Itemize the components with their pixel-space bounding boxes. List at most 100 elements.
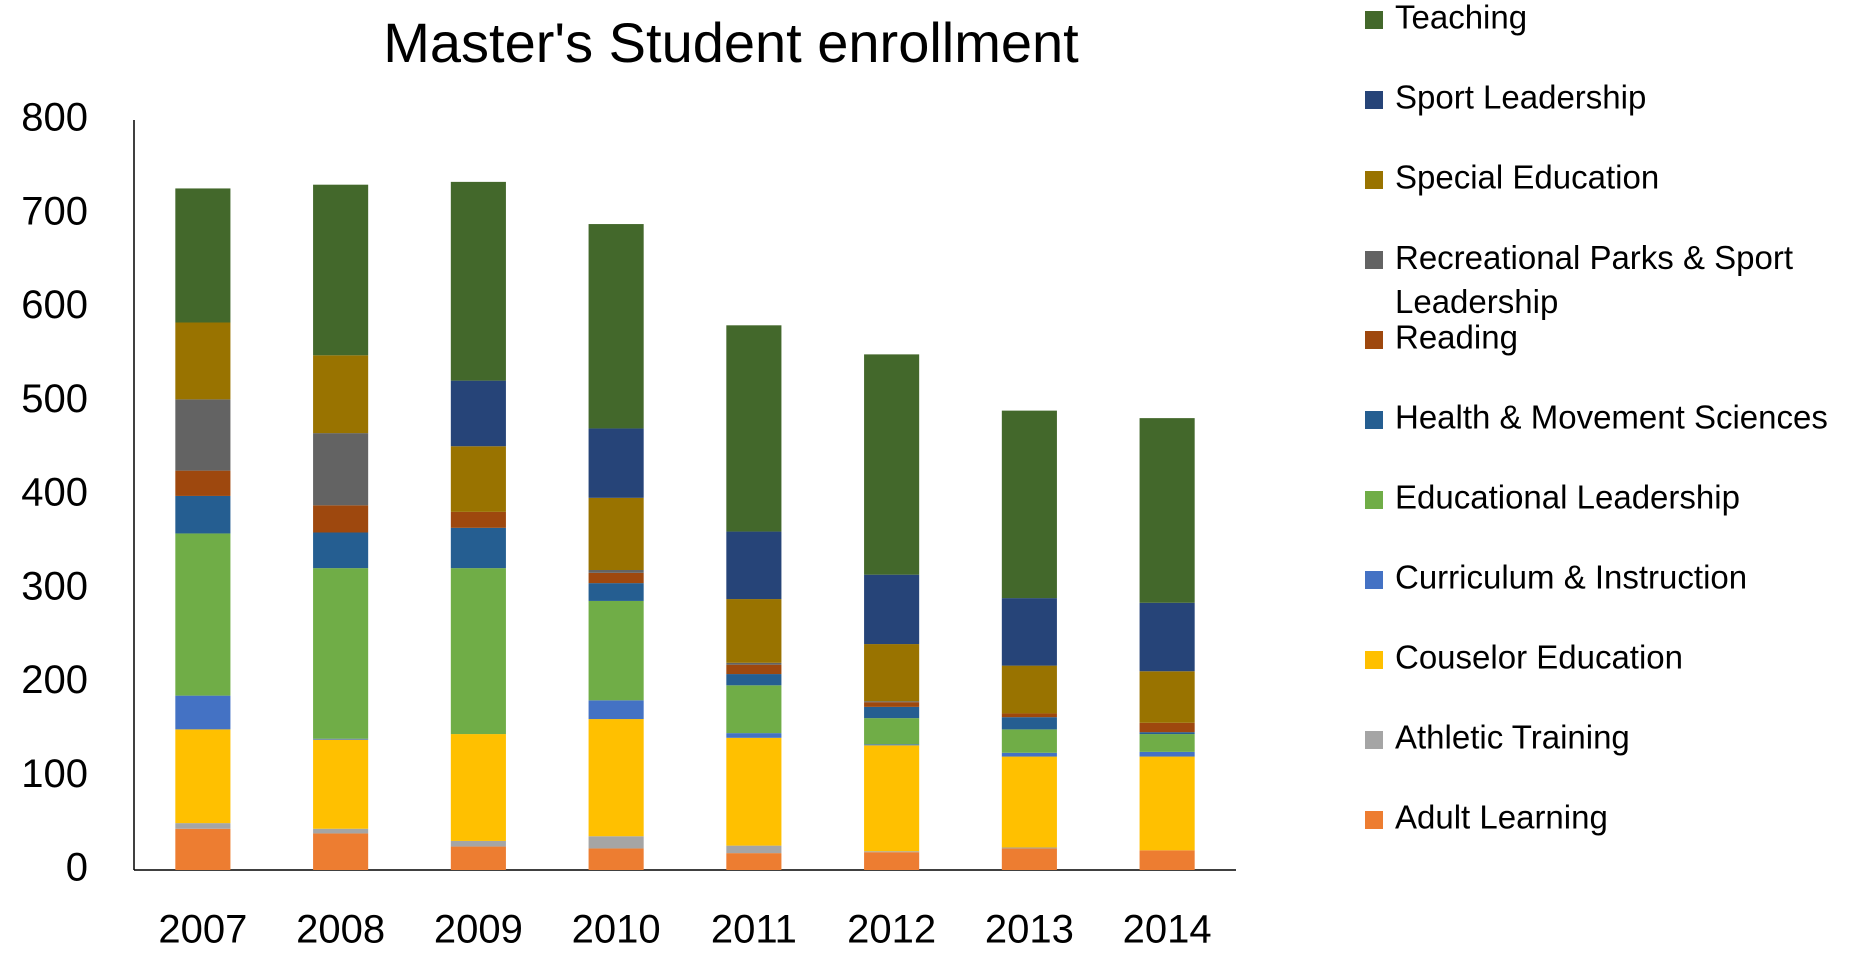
bar-segment <box>864 354 920 575</box>
bar-segment <box>450 734 506 841</box>
legend-label: Teaching <box>1395 0 1527 36</box>
bar-segment <box>726 674 782 686</box>
y-tick-label: 400 <box>21 471 88 515</box>
legend-label: Sport Leadership <box>1395 79 1646 116</box>
legend-swatch <box>1365 651 1383 669</box>
bar-segment <box>450 511 506 528</box>
x-tick-label: 2011 <box>711 908 797 952</box>
bar-segment <box>864 744 920 746</box>
bar-segment <box>864 706 920 719</box>
bar-segment <box>175 495 231 534</box>
bar-segment <box>1139 756 1195 851</box>
legend-swatch <box>1365 811 1383 829</box>
legend-swatch <box>1365 11 1383 29</box>
bar-segment <box>864 718 920 745</box>
bar-segment <box>726 662 782 665</box>
bar-segment <box>175 533 231 696</box>
bar-segment <box>1139 732 1195 735</box>
y-tick-label: 600 <box>21 283 88 327</box>
bar-segment <box>864 745 920 852</box>
legend-swatch <box>1365 171 1383 189</box>
bar-segment <box>726 737 782 846</box>
bar-segment <box>313 833 369 870</box>
y-tick-label: 200 <box>21 658 88 702</box>
bar-segment <box>726 853 782 870</box>
bar-segment <box>1139 850 1195 870</box>
bar-segment <box>864 574 920 645</box>
bar-segment <box>1139 751 1195 757</box>
legend-label: Couselor Education <box>1395 639 1683 676</box>
bar-segment <box>175 823 231 829</box>
bar-segment <box>588 572 644 584</box>
legend-label: Reading <box>1395 319 1518 356</box>
legend-label: Adult Learning <box>1395 799 1608 836</box>
bar-segment <box>450 380 506 447</box>
bar-segment <box>450 846 506 870</box>
y-tick-label: 300 <box>21 564 88 608</box>
bar-segment <box>1001 713 1057 718</box>
bar-segment <box>1139 722 1195 733</box>
x-tick-label: 2008 <box>296 908 385 952</box>
bar-segment <box>588 719 644 837</box>
x-tick-label: 2012 <box>847 908 936 952</box>
bar-segment <box>1001 665 1057 714</box>
bar-segment <box>1139 671 1195 723</box>
x-tick-label: 2013 <box>985 908 1074 952</box>
legend-swatch <box>1365 91 1383 109</box>
legend-label: Curriculum & Instruction <box>1395 559 1747 596</box>
bar-segment <box>1139 734 1195 752</box>
x-tick-label: 2007 <box>158 908 247 952</box>
bar-segment <box>588 848 644 870</box>
y-tick-label: 500 <box>21 377 88 421</box>
bar-segment <box>726 531 782 600</box>
bar-segment <box>450 446 506 512</box>
bar-segment <box>1001 847 1057 849</box>
y-tick-label: 800 <box>21 96 88 140</box>
bar-segment <box>588 600 644 701</box>
bar-segment <box>1001 848 1057 870</box>
bar-segment <box>726 325 782 532</box>
bar-segment <box>1001 717 1057 730</box>
bar-segment <box>313 355 369 434</box>
bar-segment <box>175 188 231 323</box>
x-tick-label: 2010 <box>572 908 661 952</box>
bar-segment <box>175 322 231 400</box>
legend-swatch <box>1365 411 1383 429</box>
bar-segment <box>175 470 231 496</box>
y-tick-label: 0 <box>66 846 88 890</box>
bar-segment <box>864 702 920 707</box>
bar-segment <box>313 568 369 739</box>
bar-segment <box>588 224 644 429</box>
legend-swatch <box>1365 331 1383 349</box>
bar-segment <box>864 644 920 702</box>
bar-segment <box>450 840 506 847</box>
bar-segment <box>450 181 506 381</box>
legend-swatch <box>1365 251 1383 269</box>
legend-label: Recreational Parks & Sport Leadership <box>1395 239 1793 320</box>
bar-segment <box>313 184 369 356</box>
bar-segment <box>450 568 506 735</box>
legend-label: Educational Leadership <box>1395 479 1740 516</box>
bar-segment <box>313 433 369 506</box>
legend-label: Special Education <box>1395 159 1659 196</box>
bar-segment <box>726 664 782 675</box>
bar-segment <box>864 851 920 853</box>
legend-swatch <box>1365 571 1383 589</box>
bar-segment <box>588 428 644 498</box>
bar-segment <box>313 505 369 533</box>
bar-segment <box>726 599 782 663</box>
legend-swatch <box>1365 731 1383 749</box>
bar-segment <box>313 828 369 834</box>
bar-segment <box>588 583 644 601</box>
bar-segment <box>588 700 644 720</box>
bar-segment <box>1001 756 1057 848</box>
bar-segment <box>588 836 644 849</box>
y-tick-label: 100 <box>21 752 88 796</box>
bar-segment <box>1139 418 1195 603</box>
bar-segment <box>864 852 920 870</box>
bar-segment <box>175 695 231 730</box>
bar-segment <box>313 532 369 569</box>
bar-segment <box>450 527 506 569</box>
bar-segment <box>175 399 231 471</box>
